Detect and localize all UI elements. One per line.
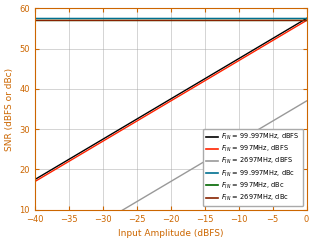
Line: $F_{IN}$ = 99.997MHz, dBFS: $F_{IN}$ = 99.997MHz, dBFS [35,18,306,180]
$F_{IN}$ = 99.997MHz, dBFS [165,100,169,103]
$F_{IN}$ = 99.997MHz, dBc [297,17,300,20]
$F_{IN}$ = 2697MHz, dBc [47,19,51,22]
$F_{IN}$ = 99.997MHz, dBFS [297,22,300,25]
$F_{IN}$ = 997MHz, dBFS [297,24,300,27]
$F_{IN}$ = 997MHz, dBc [297,19,300,22]
$F_{IN}$ = 99.997MHz, dBc [165,17,169,20]
$F_{IN}$ = 997MHz, dBFS [33,180,37,183]
$F_{IN}$ = 2697MHz, dBc [297,19,300,22]
$F_{IN}$ = 99.997MHz, dBFS [33,178,37,181]
$F_{IN}$ = 2697MHz, dBFS [158,187,162,190]
Legend: $F_{IN}$ = 99.997MHz, dBFS, $F_{IN}$ = 997MHz, dBFS, $F_{IN}$ = 2697MHz, dBFS, $: $F_{IN}$ = 99.997MHz, dBFS, $F_{IN}$ = 9… [203,129,303,206]
$F_{IN}$ = 2697MHz, dBFS [305,100,308,103]
$F_{IN}$ = 99.997MHz, dBc [305,17,308,20]
$F_{IN}$ = 99.997MHz, dBFS [297,22,300,25]
$F_{IN}$ = 99.997MHz, dBc [247,17,251,20]
$F_{IN}$ = 2697MHz, dBc [297,19,300,22]
$F_{IN}$ = 2697MHz, dBc [33,19,37,22]
$F_{IN}$ = 2697MHz, dBc [158,19,162,22]
$F_{IN}$ = 99.997MHz, dBc [297,17,300,20]
$F_{IN}$ = 997MHz, dBFS [47,172,51,175]
$F_{IN}$ = 2697MHz, dBFS [247,134,251,137]
$F_{IN}$ = 99.997MHz, dBFS [305,17,308,20]
$F_{IN}$ = 997MHz, dBFS [305,19,308,22]
$F_{IN}$ = 99.997MHz, dBc [33,17,37,20]
$F_{IN}$ = 997MHz, dBFS [165,102,169,105]
$F_{IN}$ = 997MHz, dBc [158,19,162,22]
X-axis label: Input Amplitude (dBFS): Input Amplitude (dBFS) [118,229,224,238]
$F_{IN}$ = 99.997MHz, dBFS [47,170,51,173]
$F_{IN}$ = 2697MHz, dBFS [297,104,300,107]
$F_{IN}$ = 2697MHz, dBc [305,19,308,22]
$F_{IN}$ = 2697MHz, dBFS [165,182,169,185]
Line: $F_{IN}$ = 2697MHz, dBFS: $F_{IN}$ = 2697MHz, dBFS [35,101,306,243]
$F_{IN}$ = 997MHz, dBc [247,19,251,22]
$F_{IN}$ = 997MHz, dBFS [158,106,162,109]
$F_{IN}$ = 997MHz, dBFS [247,53,251,56]
$F_{IN}$ = 2697MHz, dBFS [297,104,300,107]
$F_{IN}$ = 997MHz, dBc [33,19,37,22]
$F_{IN}$ = 997MHz, dBc [305,19,308,22]
$F_{IN}$ = 99.997MHz, dBFS [158,104,162,107]
$F_{IN}$ = 997MHz, dBFS [297,24,300,26]
$F_{IN}$ = 99.997MHz, dBFS [247,51,251,54]
$F_{IN}$ = 997MHz, dBc [47,19,51,22]
$F_{IN}$ = 99.997MHz, dBc [47,17,51,20]
$F_{IN}$ = 997MHz, dBc [297,19,300,22]
$F_{IN}$ = 2697MHz, dBc [165,19,169,22]
Line: $F_{IN}$ = 997MHz, dBFS: $F_{IN}$ = 997MHz, dBFS [35,20,306,182]
$F_{IN}$ = 99.997MHz, dBc [158,17,162,20]
$F_{IN}$ = 2697MHz, dBc [247,19,251,22]
Y-axis label: SNR (dBFS or dBc): SNR (dBFS or dBc) [5,68,14,151]
$F_{IN}$ = 997MHz, dBc [165,19,169,22]
